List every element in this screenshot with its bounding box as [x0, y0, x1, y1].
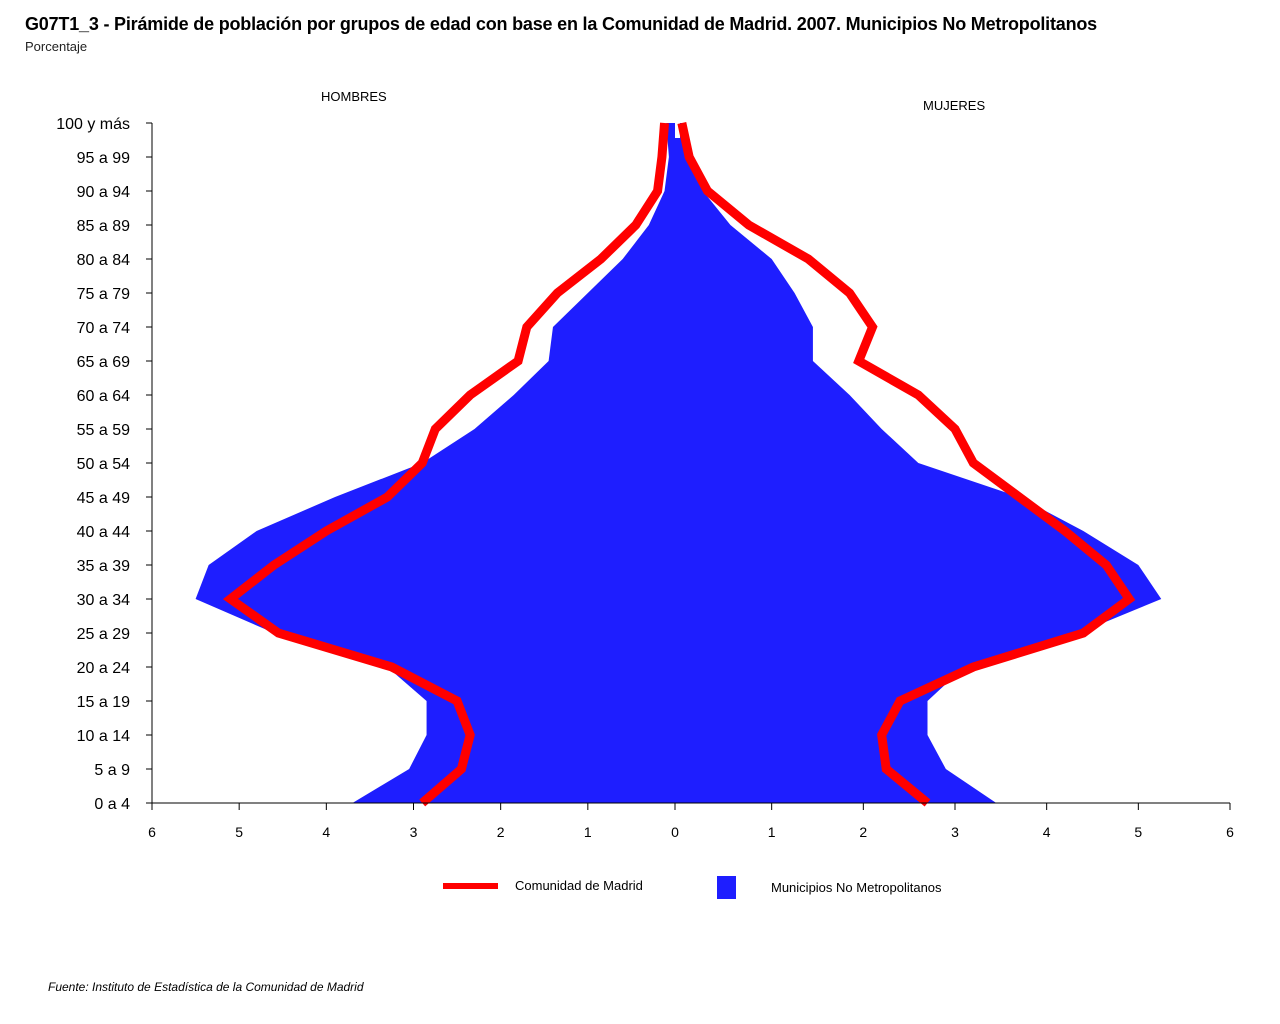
- y-tick-label: 70 a 74: [77, 320, 130, 337]
- x-tick-label: 2: [859, 824, 867, 840]
- x-tick-label: 1: [584, 824, 592, 840]
- y-tick-label: 60 a 64: [77, 388, 130, 405]
- y-tick-label: 20 a 24: [77, 660, 130, 677]
- y-tick-label: 0 a 4: [94, 796, 130, 813]
- legend-square-swatch: [717, 876, 736, 899]
- y-tick-label: 85 a 89: [77, 218, 130, 235]
- area-center: [675, 138, 680, 803]
- x-tick-label: 4: [322, 824, 330, 840]
- x-tick-label: 4: [1043, 824, 1051, 840]
- x-tick-label: 6: [148, 824, 156, 840]
- legend-item-municipios: Municipios No Metropolitanos: [717, 876, 942, 899]
- area-mujeres: [680, 123, 1162, 803]
- y-tick-label: 40 a 44: [77, 524, 130, 541]
- y-tick-label: 90 a 94: [77, 184, 130, 201]
- y-tick-label: 15 a 19: [77, 694, 130, 711]
- x-tick-label: 5: [1134, 824, 1142, 840]
- x-tick-label: 0: [671, 824, 679, 840]
- y-tick-label: 25 a 29: [77, 626, 130, 643]
- legend-line-swatch: [443, 882, 498, 889]
- right-side-label: MUJERES: [923, 98, 986, 113]
- y-tick-label: 75 a 79: [77, 286, 130, 303]
- x-tick-label: 2: [497, 824, 505, 840]
- left-side-label: HOMBRES: [321, 89, 387, 104]
- y-tick-label: 35 a 39: [77, 558, 130, 575]
- x-tick-label: 5: [235, 824, 243, 840]
- y-tick-label: 55 a 59: [77, 422, 130, 439]
- y-tick-label: 50 a 54: [77, 456, 130, 473]
- y-tick-label: 5 a 9: [94, 762, 130, 779]
- y-tick-label: 100 y más: [56, 116, 130, 133]
- source-note: Fuente: Instituto de Estadística de la C…: [48, 980, 364, 994]
- x-tick-label: 3: [410, 824, 418, 840]
- legend-label-madrid: Comunidad de Madrid: [515, 878, 643, 893]
- x-tick-label: 3: [951, 824, 959, 840]
- chart-title: G07T1_3 - Pirámide de población por grup…: [25, 14, 1097, 34]
- area-hombres: [195, 123, 676, 803]
- line-mujeres: [677, 122, 1136, 807]
- line-hombres: [222, 122, 670, 807]
- y-tick-label: 95 a 99: [77, 150, 130, 167]
- y-tick-label: 10 a 14: [77, 728, 130, 745]
- x-tick-label: 6: [1226, 824, 1234, 840]
- y-tick-label: 80 a 84: [77, 252, 130, 269]
- chart-subtitle: Porcentaje: [25, 39, 88, 54]
- y-tick-label: 30 a 34: [77, 592, 130, 609]
- legend-label-municipios: Municipios No Metropolitanos: [771, 880, 942, 895]
- y-tick-label: 45 a 49: [77, 490, 130, 507]
- y-tick-label: 65 a 69: [77, 354, 130, 371]
- legend-item-madrid: Comunidad de Madrid: [443, 878, 643, 893]
- x-tick-label: 1: [768, 824, 776, 840]
